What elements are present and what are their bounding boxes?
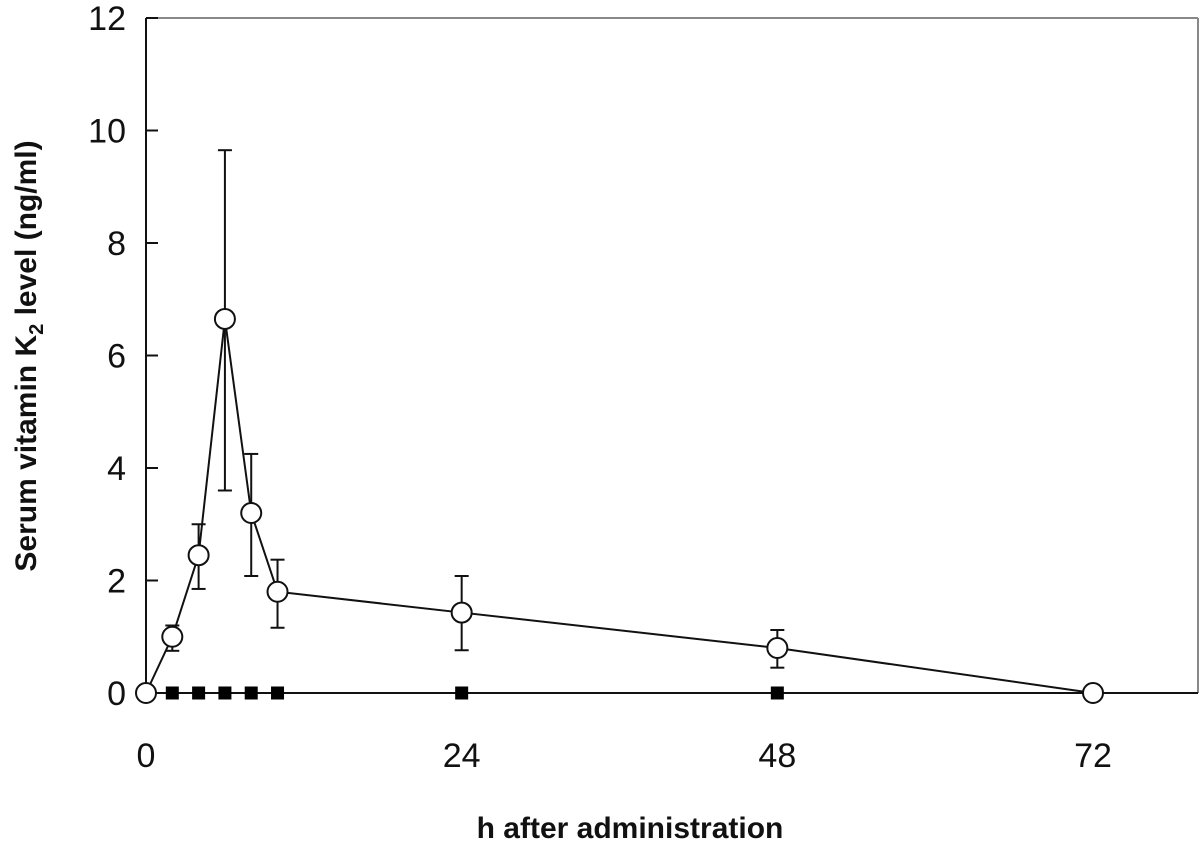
y-tick-label: 10	[88, 113, 126, 151]
open-circle-marker	[450, 601, 473, 624]
x-tick-label: 72	[1074, 737, 1112, 775]
filled-square-marker	[455, 686, 469, 700]
open-circle-marker	[187, 544, 210, 567]
open-circle-marker	[266, 580, 289, 603]
y-tick-label: 6	[107, 338, 126, 376]
data-markers	[135, 307, 1104, 704]
y-axis-ticks: 0 2 4 6 8 10 12	[88, 0, 158, 713]
plot-frame	[145, 17, 1199, 694]
x-axis-ticks: 0 24 48 72	[137, 737, 1112, 775]
filled-square-marker	[218, 686, 232, 700]
x-tick-label: 0	[137, 737, 156, 775]
y-tick-label: 0	[107, 675, 126, 713]
open-circle-marker	[161, 625, 184, 648]
y-tick-label: 8	[107, 225, 126, 263]
filled-square-marker	[271, 686, 285, 700]
y-tick-label: 2	[107, 563, 126, 601]
y-axis-title: Serum vitamin K2 level (ng/ml)	[10, 140, 48, 571]
open-circle-marker	[766, 637, 789, 659]
y-tick-label: 12	[88, 0, 126, 38]
series-lines	[145, 318, 1094, 694]
filled-square-marker	[770, 686, 784, 700]
open-circle-marker	[1082, 682, 1104, 704]
filled-square-marker	[165, 686, 179, 700]
y-tick-label: 4	[107, 450, 126, 488]
x-axis-title: h after administration	[477, 812, 784, 845]
error-bars	[165, 149, 785, 669]
series-line	[145, 318, 1094, 694]
open-circle-marker	[213, 307, 236, 330]
x-tick-label: 24	[443, 737, 481, 775]
x-tick-label: 48	[758, 737, 796, 775]
filled-square-marker	[244, 686, 258, 700]
filled-square-marker	[192, 686, 206, 700]
open-circle-marker	[240, 502, 263, 524]
open-circle-marker	[135, 682, 157, 704]
